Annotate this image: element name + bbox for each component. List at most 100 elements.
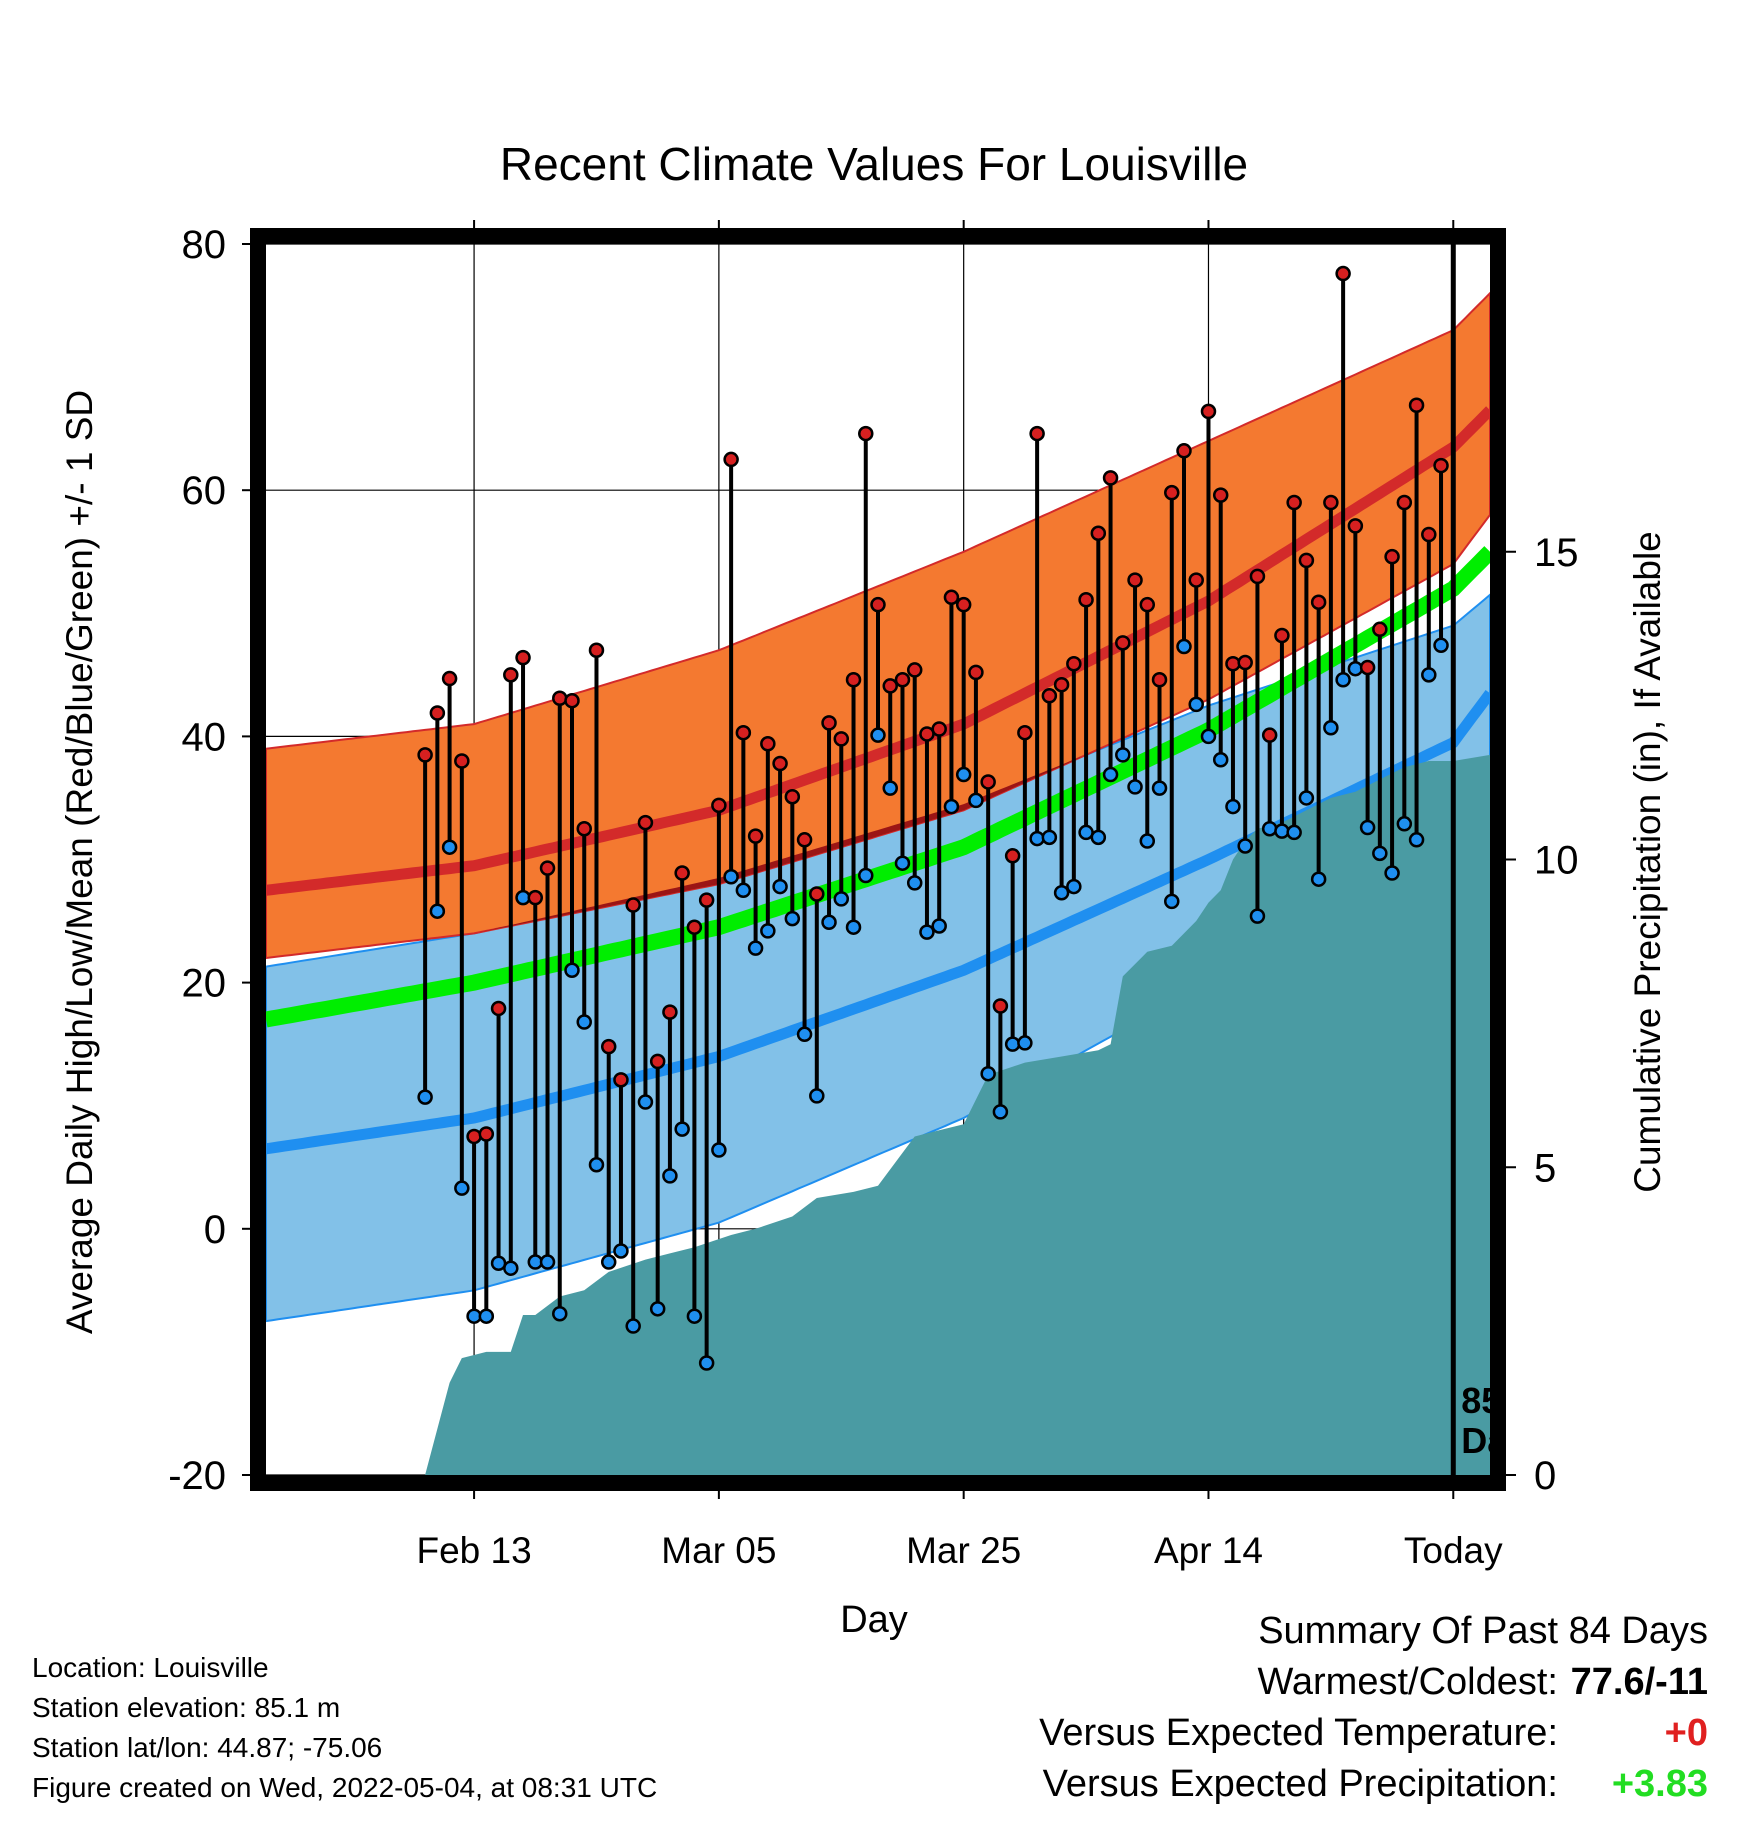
daily-low-point — [662, 1168, 678, 1184]
x-tick-label: Feb 13 — [416, 1530, 531, 1571]
daily-low-point — [1237, 838, 1253, 854]
precip-value: +3.83 — [1611, 1763, 1708, 1805]
chart-title: Recent Climate Values For Louisville — [500, 138, 1248, 190]
daily-high-point — [1176, 443, 1192, 459]
y-tick-label: 80 — [182, 223, 227, 267]
daily-high-point — [564, 692, 580, 709]
daily-high-point — [711, 797, 727, 814]
daily-low-point — [478, 1308, 495, 1324]
daily-low-point — [1115, 747, 1131, 763]
daily-low-point — [1396, 816, 1413, 832]
daily-high-point — [747, 828, 764, 844]
daily-low-point — [858, 867, 874, 884]
y2-tick-label: 5 — [1534, 1146, 1556, 1190]
daily-high-point — [1249, 568, 1266, 585]
daily-high-point — [992, 998, 1009, 1014]
daily-low-point — [882, 780, 898, 796]
daily-high-point — [1102, 470, 1119, 486]
daily-high-point — [1274, 627, 1290, 644]
daily-high-point — [1004, 848, 1021, 864]
daily-high-point — [1041, 688, 1058, 704]
daily-low-point — [1408, 832, 1425, 848]
daily-high-point — [454, 753, 470, 769]
daily-high-point — [417, 747, 433, 763]
daily-low-point — [980, 1065, 996, 1082]
daily-low-point — [1347, 660, 1364, 677]
daily-high-point — [1212, 487, 1229, 503]
daily-low-point — [943, 798, 960, 815]
daily-high-point — [1090, 525, 1107, 542]
daily-high-point — [515, 649, 531, 666]
daily-high-point — [649, 1053, 666, 1070]
daily-low-point — [894, 855, 911, 871]
daily-high-point — [882, 678, 898, 694]
daily-high-point — [968, 664, 984, 681]
daily-low-point — [1200, 728, 1217, 745]
daily-low-point — [711, 1142, 727, 1158]
daily-high-point — [845, 672, 862, 688]
daily-low-point — [1286, 824, 1302, 841]
daily-high-point — [796, 832, 813, 848]
daily-high-point — [1078, 592, 1094, 608]
summary-precip-row: Versus Expected Precipitation: +3.83 — [908, 1759, 1708, 1810]
daily-high-point — [503, 667, 519, 683]
daily-low-point — [784, 910, 801, 927]
daily-low-point — [1323, 720, 1339, 736]
daily-low-point — [870, 727, 886, 743]
station-info: Location: Louisville Station elevation: … — [32, 1648, 657, 1808]
daily-low-point — [1176, 638, 1192, 655]
x-tick-label: Mar 05 — [661, 1530, 776, 1571]
daily-low-point — [674, 1121, 690, 1137]
daily-low-point — [417, 1089, 433, 1105]
daily-low-point — [760, 923, 776, 939]
daily-high-point — [760, 736, 776, 752]
created-text: Figure created on Wed, 2022-05-04, at 08… — [32, 1772, 658, 1803]
daily-high-point — [1372, 621, 1388, 638]
daily-low-point — [698, 1355, 715, 1371]
daily-low-point — [772, 878, 788, 895]
warmest-label: Warmest/Coldest: — [1257, 1661, 1558, 1703]
daily-low-point — [1433, 637, 1449, 654]
daily-low-point — [539, 1254, 556, 1270]
daily-low-point — [1139, 833, 1156, 849]
daily-high-point — [698, 892, 715, 908]
daily-low-point — [1261, 820, 1278, 837]
daily-high-point — [1347, 518, 1364, 534]
daily-high-point — [1384, 548, 1400, 565]
daily-low-point — [919, 924, 935, 940]
daily-low-point — [809, 1088, 825, 1104]
daily-low-point — [454, 1180, 470, 1196]
daily-low-point — [992, 1104, 1009, 1120]
x-tick-label: Mar 25 — [906, 1530, 1021, 1571]
daily-high-point — [539, 860, 556, 876]
daily-high-point — [552, 690, 568, 706]
daily-high-point — [1408, 397, 1425, 414]
daily-low-point — [1188, 696, 1204, 713]
daily-low-point — [441, 839, 458, 855]
daily-low-point — [1066, 878, 1082, 895]
daily-high-point — [637, 814, 654, 831]
daily-low-point — [1225, 798, 1241, 815]
summary-temp-row: Versus Expected Temperature: +0 — [908, 1708, 1708, 1759]
daily-high-point — [1151, 672, 1168, 688]
daily-high-point — [1115, 635, 1131, 651]
daily-low-point — [1274, 823, 1290, 839]
daily-high-point — [1029, 425, 1045, 442]
daily-high-point — [527, 889, 544, 906]
daily-high-point — [1310, 594, 1327, 610]
daily-low-point — [1298, 790, 1315, 806]
daily-high-point — [1237, 654, 1253, 671]
daily-high-point — [894, 672, 911, 688]
daily-low-point — [1384, 865, 1400, 881]
daily-low-point — [931, 918, 947, 934]
daily-low-point — [1310, 871, 1327, 887]
y-tick-label: 20 — [182, 962, 227, 1006]
axes: 80 60 40 20 0 -20 15 10 5 0 Feb 13 Mar 05 Mar 25 Apr … — [168, 220, 1579, 1571]
daily-low-point — [613, 1243, 629, 1259]
daily-low-point — [906, 875, 923, 891]
daily-low-point — [821, 914, 837, 931]
daily-low-point — [1164, 893, 1180, 910]
daily-high-point — [441, 670, 458, 687]
daily-low-point — [1102, 766, 1119, 783]
